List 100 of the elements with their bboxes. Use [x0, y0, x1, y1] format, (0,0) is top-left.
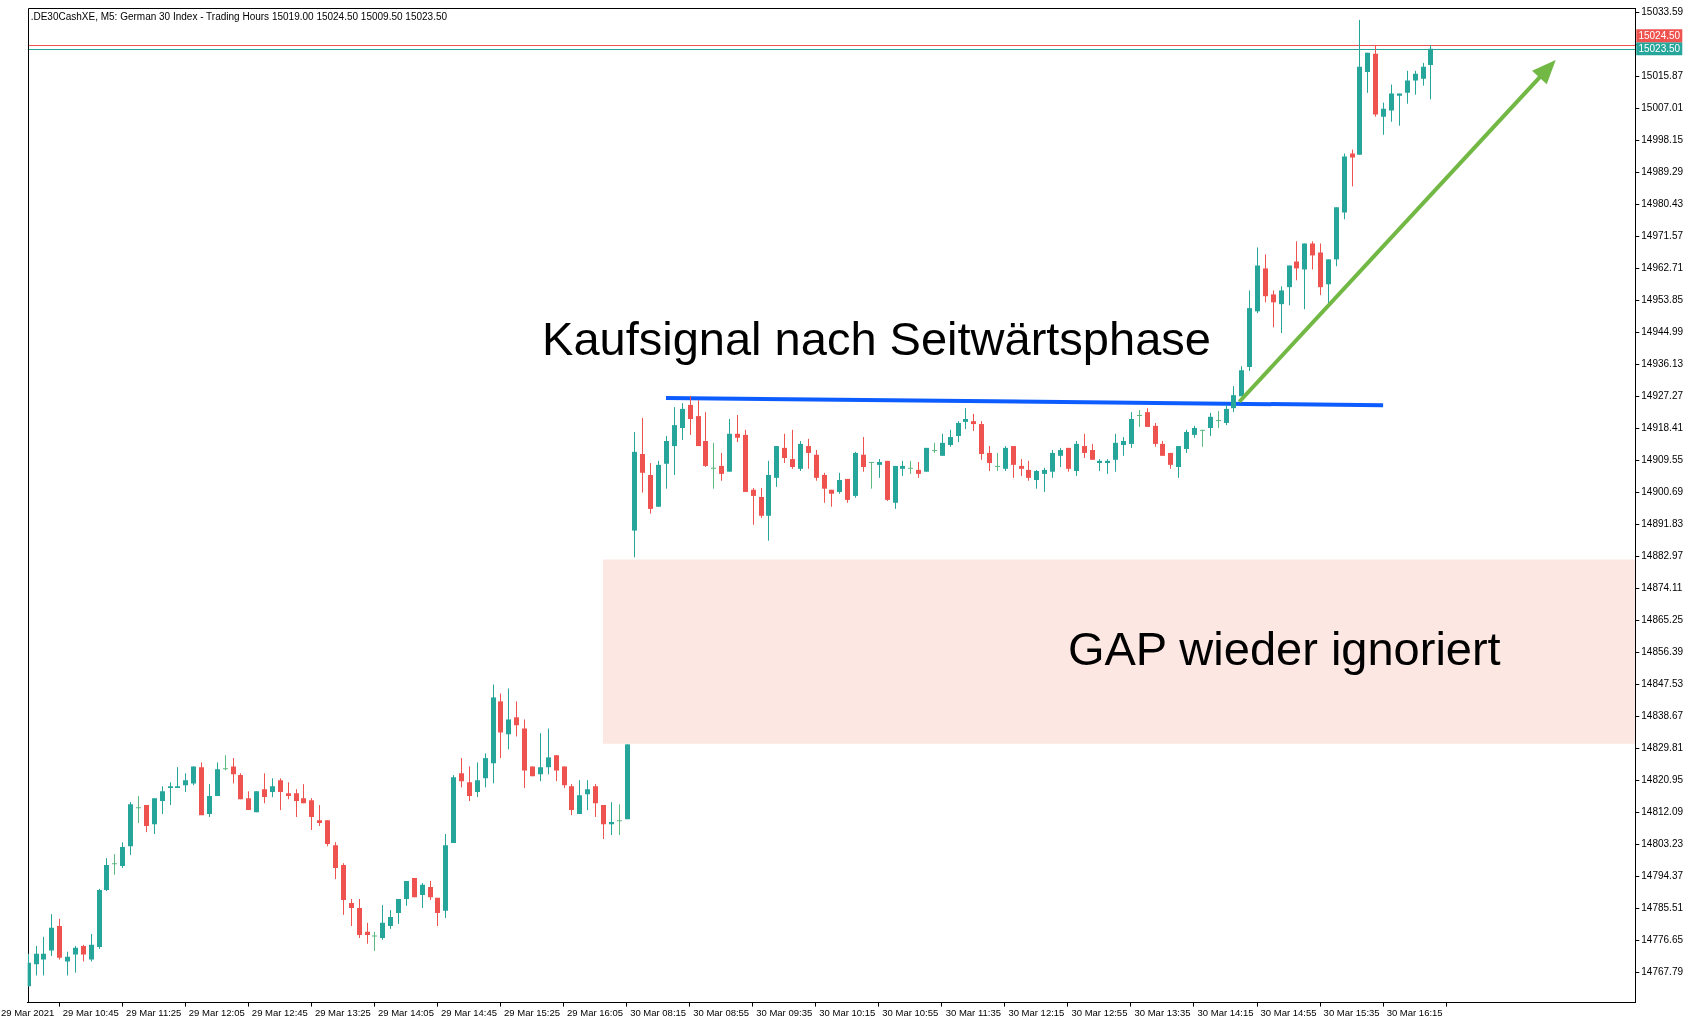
x-tick-label: 30 Mar 14:55 — [1260, 1006, 1317, 1018]
candlestick — [1350, 149, 1355, 187]
candlestick — [1231, 385, 1236, 413]
candlestick — [34, 945, 39, 977]
candlestick — [814, 449, 819, 482]
y-tick-label: 14918.41 — [1641, 422, 1684, 434]
candlestick — [932, 442, 937, 454]
y-tick-label: 15033.59 — [1641, 6, 1684, 18]
candlestick — [617, 803, 622, 836]
candlestick — [1389, 84, 1394, 123]
y-tick-label: 14962.71 — [1641, 262, 1684, 274]
candlestick — [435, 897, 440, 927]
candlestick — [1145, 407, 1150, 428]
candlestick — [877, 458, 882, 479]
y-tick-label: 14927.27 — [1641, 390, 1684, 402]
x-tick-label: 30 Mar 16:15 — [1386, 1006, 1443, 1018]
candlestick — [404, 880, 409, 907]
candlestick — [475, 761, 480, 798]
candlestick — [1082, 433, 1087, 459]
candlestick — [585, 779, 590, 811]
x-tick-label: 30 Mar 10:15 — [819, 1006, 876, 1018]
candlestick — [1287, 265, 1292, 306]
candlestick — [73, 945, 78, 974]
candlestick — [41, 936, 46, 977]
x-tick-label: 29 Mar 13:25 — [314, 1006, 371, 1018]
candlestick — [207, 783, 212, 818]
candlestick — [1042, 467, 1047, 493]
x-tick-label: 30 Mar 08:15 — [630, 1006, 687, 1018]
candlestick — [963, 407, 968, 430]
candlestick — [231, 757, 236, 784]
candlestick — [822, 472, 827, 504]
candlestick — [89, 933, 94, 962]
candlestick — [577, 779, 582, 815]
y-tick-label: 14847.53 — [1641, 678, 1684, 690]
candlestick — [759, 487, 764, 519]
candlestick — [349, 898, 354, 927]
candlestick — [372, 931, 377, 952]
y-tick-label: 14767.79 — [1641, 966, 1684, 978]
y-tick-label: 14980.43 — [1641, 198, 1684, 210]
candlestick — [1216, 410, 1221, 429]
candlestick — [388, 909, 393, 930]
candlestick — [688, 395, 693, 436]
candlestick — [420, 882, 425, 909]
x-tick-label: 30 Mar 08:55 — [693, 1006, 750, 1018]
y-tick-label: 14936.13 — [1641, 358, 1684, 370]
candlestick — [325, 819, 330, 847]
candlestick — [569, 783, 574, 816]
candlestick — [1224, 404, 1229, 426]
candlestick — [365, 922, 370, 945]
candlestick — [562, 765, 567, 789]
x-tick-label: 29 Mar 16:05 — [567, 1006, 624, 1018]
candlestick — [309, 797, 314, 831]
x-tick-label: 29 Mar 14:05 — [377, 1006, 434, 1018]
x-tick-label: 30 Mar 12:55 — [1071, 1006, 1128, 1018]
x-tick-label: 29 Mar 14:45 — [440, 1006, 497, 1018]
candlestick — [806, 438, 811, 470]
candlestick — [1421, 62, 1426, 87]
candlestick — [467, 765, 472, 802]
x-tick-label: 30 Mar 09:35 — [756, 1006, 813, 1018]
candlestick — [294, 788, 299, 818]
chart-title: .DE30CashXE, M5: German 30 Index - Trading Hours 15019.00 15024.50 15009.50 15023.50 — [30, 10, 448, 22]
candlestick — [790, 429, 795, 470]
x-tick-label: 29 Mar 11:25 — [126, 1006, 182, 1018]
x-tick-label: 30 Mar 11:35 — [945, 1006, 1001, 1018]
candlestick — [49, 913, 54, 957]
candlestick — [869, 461, 874, 490]
candlestick — [680, 402, 685, 441]
x-tick-label: 30 Mar 12:15 — [1008, 1006, 1065, 1018]
candlestick — [428, 880, 433, 901]
candlestick — [609, 801, 614, 836]
y-tick-label: 14998.15 — [1641, 134, 1684, 146]
candlestick — [144, 804, 149, 833]
candlestick — [1034, 469, 1039, 490]
candlestick — [987, 445, 992, 472]
x-tick-label: 29 Mar 2021 — [1, 1006, 55, 1018]
candlestick — [168, 781, 173, 806]
candlestick — [183, 772, 188, 793]
y-tick-label: 14891.83 — [1641, 518, 1684, 530]
y-tick-label: 14953.85 — [1641, 294, 1684, 306]
y-tick-label: 14909.55 — [1641, 454, 1684, 466]
candlestick — [270, 777, 275, 798]
x-tick-label: 29 Mar 12:45 — [251, 1006, 308, 1018]
candlestick — [506, 687, 511, 750]
candlestick — [1397, 93, 1402, 127]
candlestick — [1050, 449, 1055, 479]
candlestick — [1279, 285, 1284, 334]
candlestick — [1058, 447, 1063, 468]
x-tick-label: 29 Mar 12:05 — [188, 1006, 245, 1018]
candlestick — [546, 727, 551, 775]
candlestick — [1310, 240, 1315, 270]
y-tick-label: 14874.11 — [1641, 582, 1683, 594]
candlestick — [223, 754, 228, 771]
candlestick — [333, 841, 338, 880]
x-tick-label: 30 Mar 15:35 — [1323, 1006, 1380, 1018]
candlestick — [1184, 429, 1189, 454]
candlestick — [640, 417, 645, 494]
y-tick-label: 14794.37 — [1641, 870, 1684, 882]
candlestick — [861, 436, 866, 473]
candlestick — [1200, 429, 1205, 448]
candlestick — [1137, 409, 1142, 428]
